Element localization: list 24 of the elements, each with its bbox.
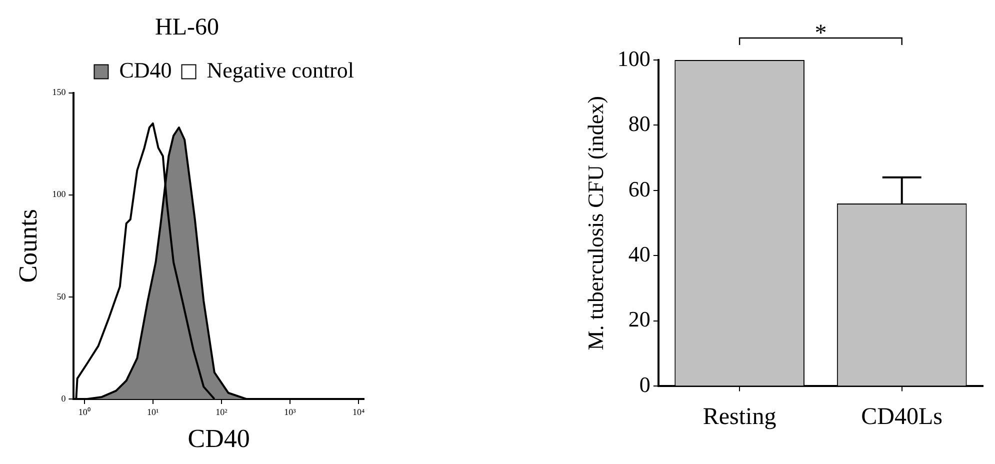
y-axis-title: Counts	[13, 209, 42, 283]
x-tick-label: 10⁰	[78, 406, 90, 417]
text: *	[814, 20, 827, 46]
y-tick-label: 100	[52, 189, 66, 200]
y-tick-label: 100	[617, 46, 650, 71]
chart-title: HL-60	[155, 14, 219, 41]
y-tick-label: 80	[628, 111, 650, 136]
y-tick-label: 150	[52, 87, 66, 98]
y-axis-title: M. tuberculosis CFU (index)	[582, 96, 608, 350]
x-tick-label: Resting	[702, 404, 776, 430]
y-tick-label: 0	[61, 393, 66, 404]
x-tick-label: 10²	[216, 406, 228, 417]
x-tick-label: 10³	[284, 406, 296, 417]
legend-label: Negative control	[206, 58, 354, 83]
x-tick-label: 10⁴	[352, 406, 365, 417]
y-tick-label: 60	[628, 176, 650, 202]
x-tick-label: 10¹	[147, 406, 160, 417]
y-tick-label: 50	[56, 291, 66, 302]
x-axis-title: CD40	[188, 424, 250, 454]
legend-label: CD40	[119, 58, 172, 83]
y-tick-label: 0	[639, 372, 650, 397]
x-tick-label: CD40Ls	[861, 404, 943, 430]
y-tick-label: 40	[628, 242, 650, 266]
y-tick-label: 20	[628, 306, 650, 332]
